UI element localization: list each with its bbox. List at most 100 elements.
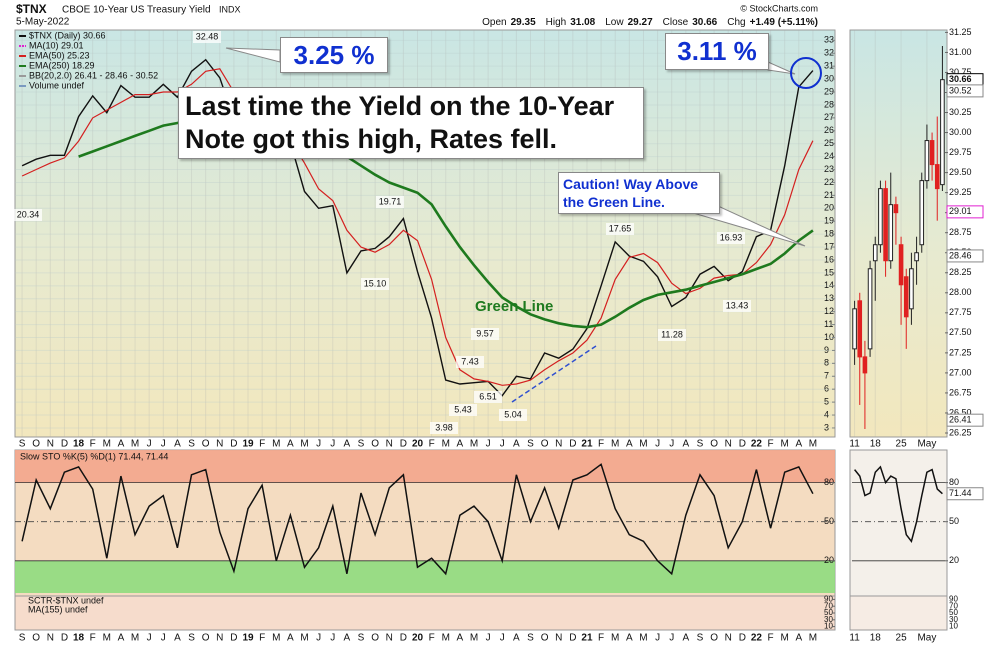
candle-body [872,244,878,262]
annotation: Last time the Yield on the 10-Year Note … [178,87,644,159]
y-tick-label: 90 [824,595,833,604]
price-label: 16.93 [720,232,743,242]
x-tick-label: M [470,439,478,450]
x-tick-label: N [725,439,732,450]
highlight-circle [790,57,822,89]
x-tick-label: M [103,439,111,450]
x-tick-label: M [809,633,817,644]
x-tick-label: J [669,439,674,450]
source: © StockCharts.com [740,3,818,13]
candle-body [878,188,883,246]
price-label: 32.48 [196,31,219,41]
x-tick-label: A [287,439,294,450]
x-tick-label: M [300,439,308,450]
price-label: 17.65 [609,223,632,233]
trend-line [511,345,597,403]
candle-body [940,79,945,186]
y-tick-label: 30 [824,615,833,624]
quote-value: 29.35 [511,17,536,28]
candle-body [893,204,899,214]
x-tick-label: N [216,633,223,644]
quote-label: Open [482,17,506,28]
x-tick-label: O [371,633,379,644]
y-tick-label: 28.25 [949,267,972,277]
x-tick-label: A [682,633,689,644]
x-tick-label: M [781,439,789,450]
stochastic-title: Slow STO %K(5) %D(1) 71.44, 71.44 [20,451,168,461]
x-tick-label: A [118,633,125,644]
price-label: 5.43 [454,404,472,414]
candle-body [883,188,888,262]
quote: Open 29.35 High 31.08 Low 29.27 Close 30.66 Chg +… [482,17,818,28]
x-tick-label: S [697,633,704,644]
x-tick-label: N [216,439,223,450]
x-tick-label: N [725,633,732,644]
y-tick-label: 13 [824,293,834,303]
x-tick-label: F [429,633,435,644]
x-tick-label: 21 [581,439,593,450]
x-tick-label: A [682,439,689,450]
y-tick-label: 50 [824,608,833,617]
price-label-box [430,422,458,434]
x-tick-label: 18 [870,633,882,644]
x-tick-label: M [611,439,619,450]
price-label-box [474,391,502,403]
x-tick-label: 18 [73,439,85,450]
x-tick-label: 11 [849,439,860,450]
legend-label: MA(155) undef [28,604,88,614]
y-tick-label: 27 [824,112,834,122]
x-tick-label: J [669,633,674,644]
x-tick-label: M [103,633,111,644]
quote-value: 30.66 [692,17,717,28]
y-tick-label: 26.50 [949,407,972,417]
y-tick-label: 19 [824,216,834,226]
y-tick-label: 31 [824,61,834,71]
zoom-sctr-panel [849,595,948,631]
x-tick-label: J [330,633,335,644]
x-tick-label: J [500,439,505,450]
x-tick-label: J [147,633,152,644]
x-tick-label: D [230,633,237,644]
y-tick-label: 29.75 [949,147,972,157]
y-tick-label: 27.25 [949,347,972,357]
x-tick-label: O [710,633,718,644]
oversold-zone [15,560,835,593]
x-tick-label: F [90,633,96,644]
x-tick-label: 25 [896,633,908,644]
y-tick-label: 8 [824,358,829,368]
quote-value: +1.49 (+5.11%) [750,17,818,28]
price-label: 20.34 [17,209,40,219]
chart-title: CBOE 10-Year US Treasury Yield [62,5,211,16]
x-tick-label: F [429,439,435,450]
y-tick-label: 6 [824,384,829,394]
y-tick-label: 20 [824,555,834,565]
price-label-box [717,232,745,244]
x-tick-label: 20 [412,633,424,644]
y-tick-label: 30.00 [949,127,972,137]
x-tick-label: 20 [412,439,424,450]
x-tick-label: S [358,633,365,644]
series-line [21,58,814,397]
legend-label: SCTR-$TNX undef [28,595,104,605]
price-label-box [456,356,484,368]
quote-label: High [546,17,567,28]
value-tag [946,413,984,427]
x-tick-label: May [917,633,936,644]
y-tick-label: 18 [824,229,834,239]
x-tick-label: F [768,439,774,450]
y-tick-label: 28.00 [949,287,972,297]
x-tick-label: S [19,633,26,644]
y-tick-label: 10 [824,332,834,342]
price-label: 15.10 [364,278,387,288]
annotation: 3.11 % [665,33,769,70]
x-tick-label: M [272,633,280,644]
x-tick-label: D [230,439,237,450]
y-tick-label: 26.25 [949,427,972,437]
x-tick-label: May [917,439,936,450]
y-tick-label: 33 [824,35,834,45]
y-tick-label: 14 [824,280,834,290]
x-tick-label: 19 [242,633,254,644]
annotation: Green Line [475,298,554,315]
x-tick-label: N [47,633,54,644]
x-tick-label: A [457,633,464,644]
